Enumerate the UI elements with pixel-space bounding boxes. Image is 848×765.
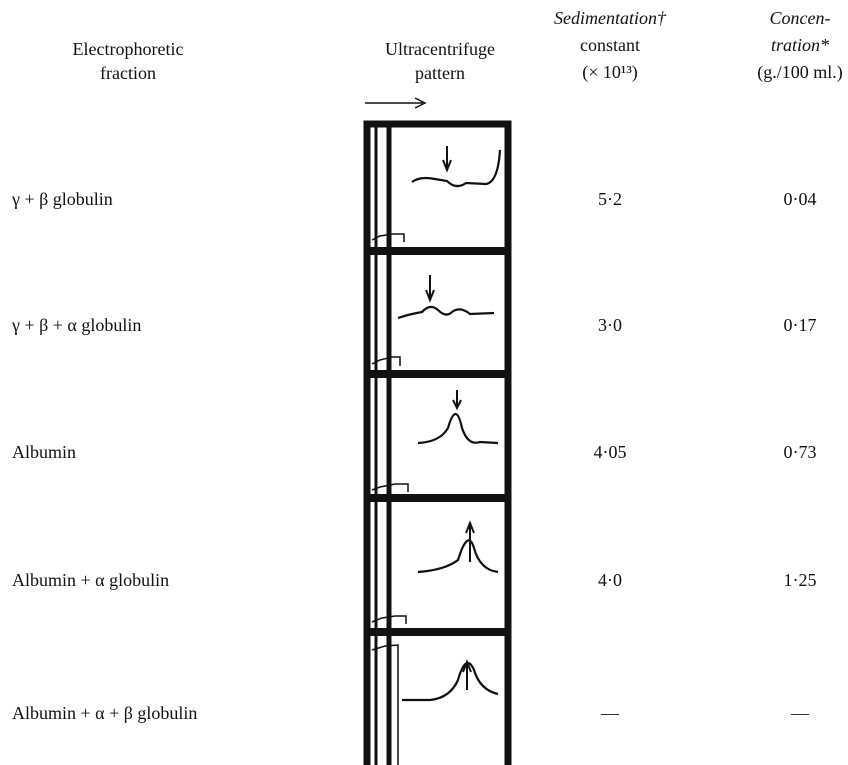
column-header: Electrophoretic [73,40,184,58]
column-header: tration* [771,36,829,54]
concentration: — [791,704,809,722]
column-header: pattern [415,64,465,82]
column-header: fraction [100,64,156,82]
fraction-name: γ + β + α globulin [12,316,141,334]
pattern-curve [418,414,498,443]
column-header: Concen- [770,9,831,27]
concentration: 0·73 [784,443,817,461]
fraction-name: Albumin + α + β globulin [12,704,197,722]
concentration: 0·04 [784,190,817,208]
pattern-curve [402,663,498,700]
column-header: Ultracentrifuge [385,40,495,58]
page: Electrophoretic fraction Ultracentrifuge pa… [0,0,848,765]
column-header: constant [580,36,640,54]
sedimentation-constant: 4·05 [594,443,627,461]
pattern-curve [412,150,500,186]
sedimentation-constant: 4·0 [598,571,622,589]
column-header: (× 10¹³) [582,63,637,81]
fraction-name: Albumin + α globulin [12,571,169,589]
concentration: 0·17 [784,316,817,334]
sedimentation-constant: 3·0 [598,316,622,334]
fraction-name: γ + β globulin [12,190,113,208]
fraction-name: Albumin [12,443,76,461]
concentration: 1·25 [784,571,817,589]
ultracentrifuge-patterns [0,0,848,765]
pattern-curve [398,307,494,318]
pattern-curve [418,540,498,572]
sedimentation-constant: 5·2 [598,190,622,208]
column-header: (g./100 ml.) [757,63,843,81]
column-header: Sedimentation† [554,9,666,27]
sedimentation-constant: — [601,704,619,722]
